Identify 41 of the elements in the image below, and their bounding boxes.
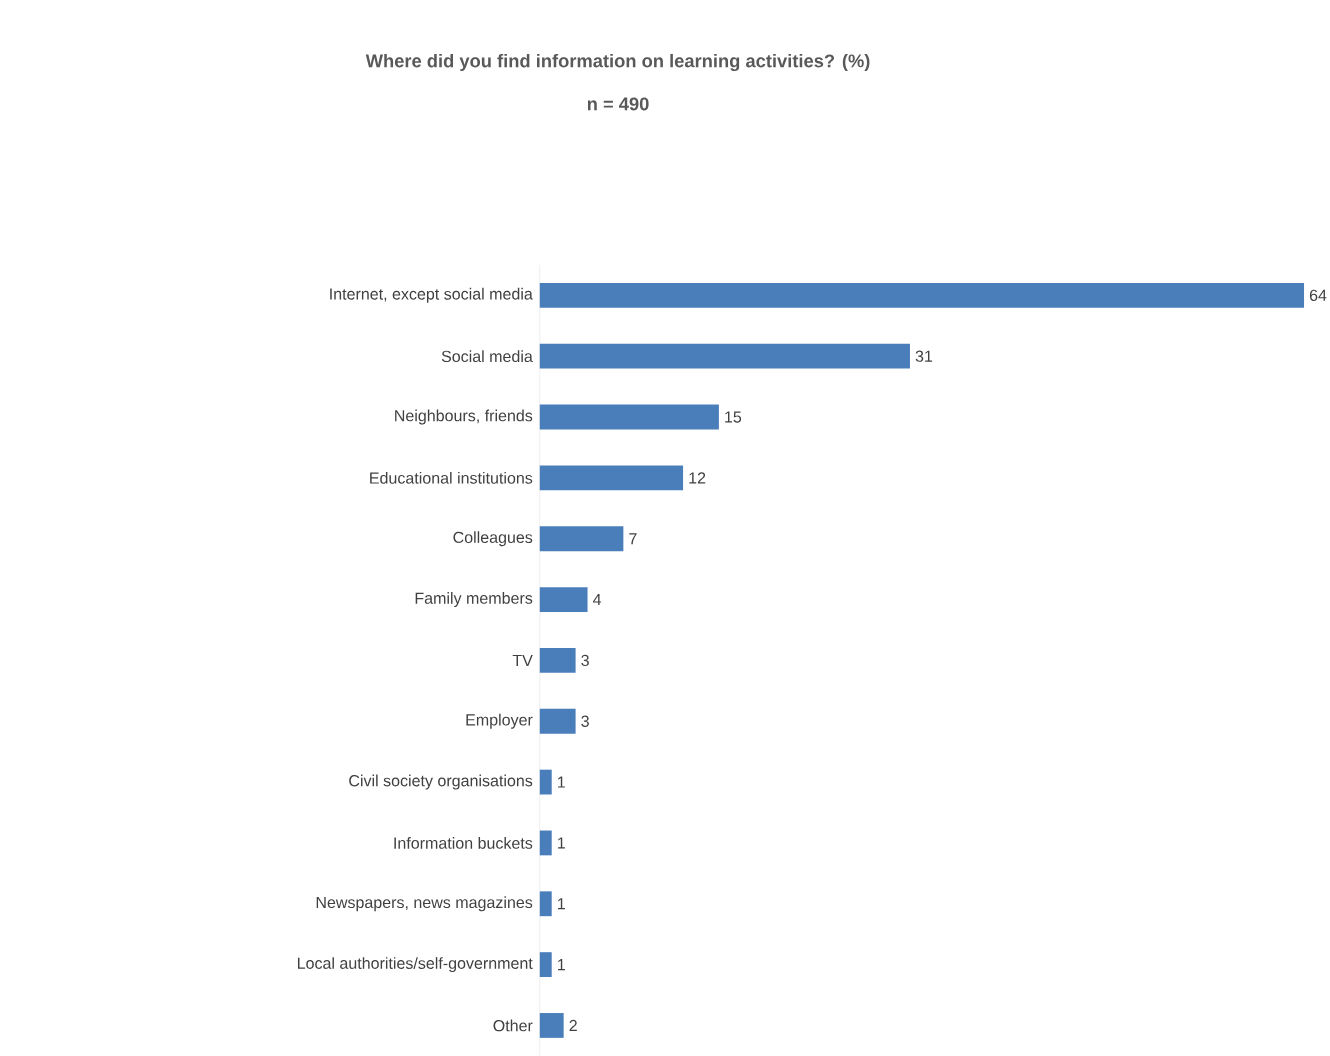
y-tick-label: Local authorities/self-government — [297, 957, 533, 973]
bar — [539, 1013, 564, 1038]
y-tick-label: Internet, except social media — [330, 287, 533, 303]
data-label: 4 — [592, 594, 602, 606]
chart-title: Where did you find information on learning activities? (%) — [365, 53, 870, 72]
data-label: 1 — [558, 959, 565, 971]
data-label: 64 — [1309, 289, 1327, 302]
y-tick-label: Social media — [441, 350, 533, 363]
data-label: 7 — [629, 533, 637, 545]
bar — [539, 526, 624, 552]
y-tick-label: Other — [493, 1019, 533, 1032]
data-label: 1 — [558, 776, 565, 788]
y-tick-label: Information buckets — [394, 837, 533, 849]
bar — [539, 830, 552, 856]
data-label: 15 — [725, 411, 742, 423]
data-label: 1 — [558, 898, 565, 910]
y-tick-label: Family members — [415, 592, 533, 608]
bar — [539, 952, 552, 978]
bar — [539, 343, 910, 369]
bar — [539, 891, 552, 917]
bar — [539, 465, 684, 491]
data-label: 1 — [558, 837, 565, 849]
data-label: 3 — [581, 654, 589, 667]
y-tick-label: Colleagues — [453, 531, 533, 547]
bar — [539, 282, 1305, 308]
y-tick-label: TV — [512, 654, 533, 666]
bar — [539, 708, 576, 734]
y-tick-label: Civil society organisations — [349, 774, 533, 790]
y-tick-label: Employer — [466, 713, 533, 729]
y-tick-label: Newspapers, news magazines — [316, 896, 533, 912]
bar — [539, 769, 552, 795]
data-label: 2 — [569, 1019, 577, 1032]
data-label: 12 — [689, 472, 706, 484]
data-label: 31 — [915, 350, 933, 362]
bar — [539, 647, 576, 673]
bar — [539, 404, 719, 430]
chart-subtitle: n = 490 — [587, 97, 649, 111]
y-tick-label: Neighbours, friends — [395, 409, 533, 425]
data-label: 3 — [581, 715, 589, 727]
y-tick-label: Educational institutions — [370, 471, 533, 484]
bar — [539, 587, 588, 612]
